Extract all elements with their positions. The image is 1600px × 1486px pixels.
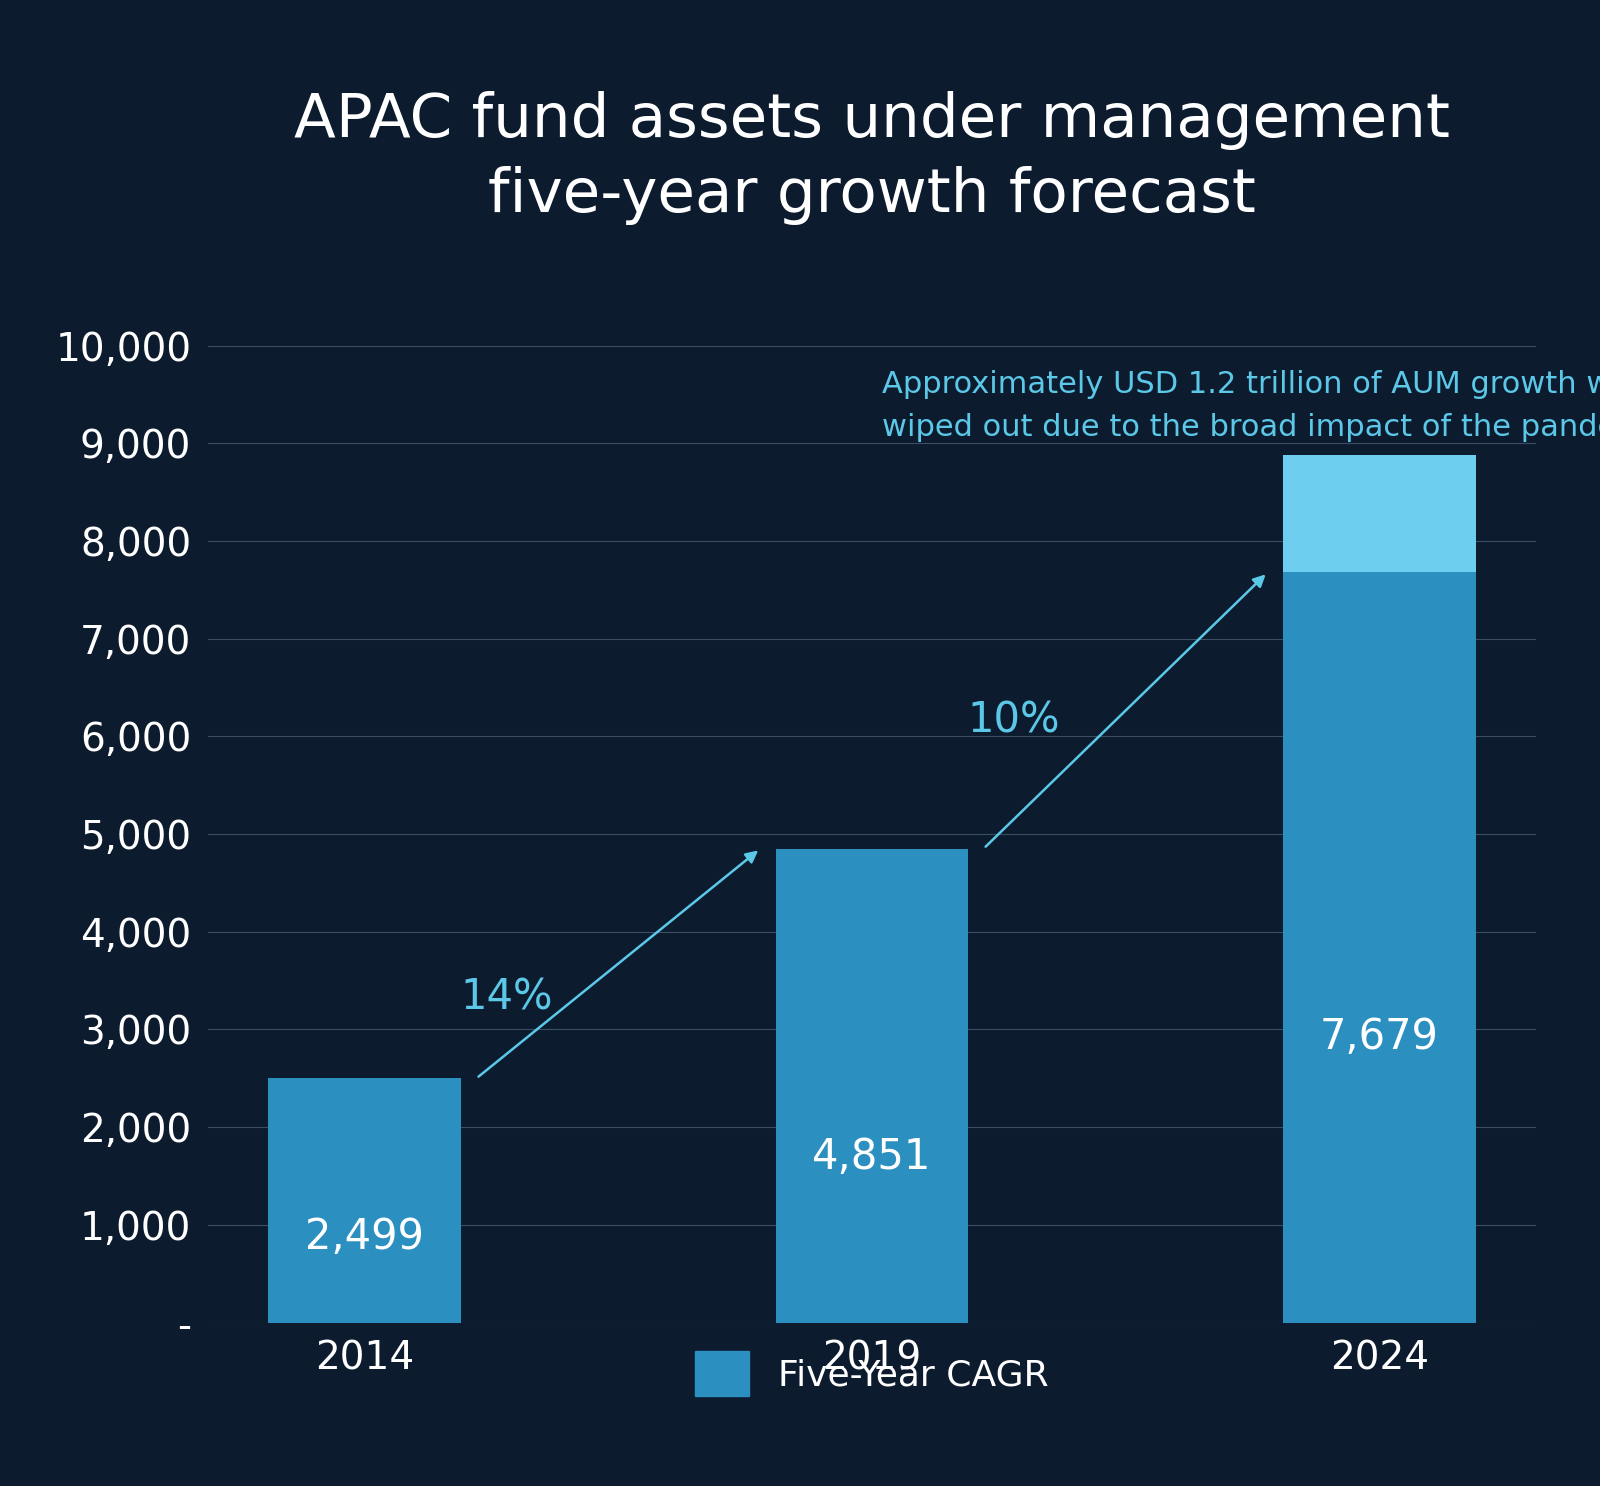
Legend: Five-Year CAGR: Five-Year CAGR	[680, 1337, 1064, 1410]
Bar	[269, 1079, 461, 1323]
Text: 10%: 10%	[968, 700, 1061, 742]
Text: Approximately USD 1.2 trillion of AUM growth will be
wiped out due to the broad : Approximately USD 1.2 trillion of AUM gr…	[882, 370, 1600, 441]
Bar	[1283, 455, 1475, 572]
Text: 7,679: 7,679	[1320, 1016, 1438, 1058]
Text: 4,851: 4,851	[813, 1135, 931, 1178]
Bar	[776, 849, 968, 1323]
Text: 14%: 14%	[461, 976, 554, 1019]
Text: 2,499: 2,499	[306, 1216, 424, 1259]
Bar	[1283, 572, 1475, 1323]
Title: APAC fund assets under management
five-year growth forecast: APAC fund assets under management five-y…	[294, 91, 1450, 224]
